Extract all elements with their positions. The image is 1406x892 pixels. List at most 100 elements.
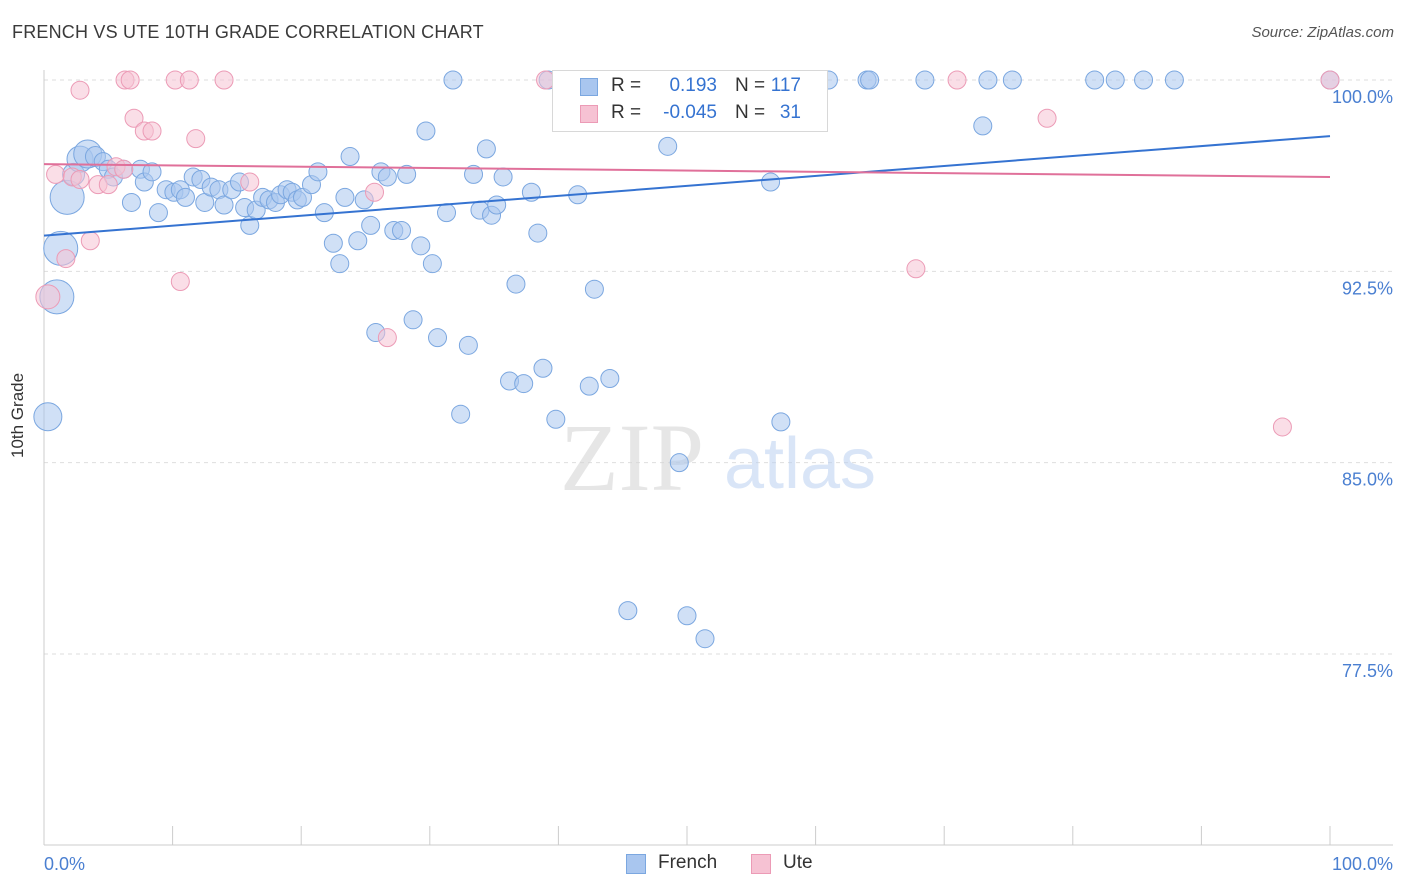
r-value: 0.193 (669, 75, 717, 96)
french-point (669, 453, 689, 473)
french-point (1164, 70, 1184, 90)
axes (43, 70, 1393, 846)
ute-point (70, 169, 90, 189)
x-tick-label-right: 100.0% (1332, 854, 1393, 874)
ute-point (214, 70, 234, 90)
french-point (443, 70, 463, 90)
french-point (1085, 70, 1105, 90)
n-label: N = (735, 102, 766, 123)
r-label: R = (611, 75, 642, 96)
ute-point (377, 328, 397, 348)
ute-point (46, 164, 66, 184)
legend-label-french: French (658, 852, 718, 873)
watermark: ZIP atlas (560, 404, 876, 511)
y-tick-labels: 100.0% 92.5% 85.0% 77.5% (1332, 87, 1393, 681)
french-point (978, 70, 998, 90)
ute-point (906, 259, 926, 279)
trendlines (43, 135, 1331, 237)
french-point (33, 402, 63, 432)
french-point (397, 164, 417, 184)
n-label: N = (735, 75, 766, 96)
french-point (487, 195, 507, 215)
chart-title: FRENCH VS UTE 10TH GRADE CORRELATION CHA… (12, 22, 484, 42)
x-tick-label-left: 0.0% (44, 854, 85, 874)
french-point (428, 328, 448, 348)
ute-point (1320, 70, 1340, 90)
ute-point (365, 182, 385, 202)
ute-point (35, 284, 61, 310)
ute-point (170, 272, 190, 292)
y-tick-label: 100.0% (1332, 87, 1393, 107)
ute-point (179, 70, 199, 90)
r-value: -0.045 (663, 102, 717, 123)
french-point (1105, 70, 1125, 90)
french-point (142, 162, 162, 182)
french-point (422, 254, 442, 274)
legend-label-ute: Ute (783, 852, 813, 873)
french-point (1134, 70, 1154, 90)
french-point (335, 187, 355, 207)
ute-point (114, 159, 134, 179)
ute-swatch (580, 105, 598, 123)
ute-point (80, 231, 100, 251)
french-point (464, 164, 484, 184)
stats-row-french: R = 0.193 N = 117 (553, 73, 827, 101)
french-point (348, 231, 368, 251)
y-tick-label: 92.5% (1342, 278, 1393, 298)
french-point (579, 376, 599, 396)
french-point (214, 195, 234, 215)
ute-points (35, 70, 1340, 437)
french-point (761, 172, 781, 192)
french-point (175, 187, 195, 207)
french-point (973, 116, 993, 136)
french-point (514, 374, 534, 394)
ute-point (947, 70, 967, 90)
french-point (600, 368, 620, 388)
ute-point (56, 249, 76, 269)
french-point (695, 629, 715, 649)
ute-point (124, 108, 144, 128)
french-point (411, 236, 431, 256)
r-label: R = (611, 102, 642, 123)
ute-point (70, 80, 90, 100)
french-point (677, 606, 697, 626)
source-label: Source: ZipAtlas.com (1251, 24, 1394, 41)
french-point (618, 601, 638, 621)
ute-point (1272, 417, 1292, 437)
ute-point (240, 172, 260, 192)
ute-trendline (43, 163, 1331, 178)
french-point (493, 167, 513, 187)
y-tick-label: 77.5% (1342, 661, 1393, 681)
stats-legend: R = 0.193 N = 117 R = -0.045 N = 31 (552, 70, 828, 132)
french-point (546, 409, 566, 429)
n-value: 117 (770, 75, 801, 96)
french-point (437, 203, 457, 223)
french-point (392, 221, 412, 241)
french-point (528, 223, 548, 243)
ute-legend-swatch (751, 854, 771, 874)
y-tick-label: 85.0% (1342, 470, 1393, 490)
french-point (915, 70, 935, 90)
french-point (403, 310, 423, 330)
french-point (860, 70, 880, 90)
french-point (330, 254, 350, 274)
ute-point (98, 175, 118, 195)
french-points (33, 70, 1340, 649)
ute-point (142, 121, 162, 141)
french-point (584, 279, 604, 299)
french-point (308, 162, 328, 182)
french-point (416, 121, 436, 141)
french-point (476, 139, 496, 159)
french-point (658, 136, 678, 156)
french-trendline (43, 135, 1331, 237)
french-point (340, 147, 360, 167)
french-swatch (580, 78, 598, 96)
french-point (377, 167, 397, 187)
french-point (458, 335, 478, 355)
n-value: 31 (779, 102, 801, 123)
ute-point (186, 129, 206, 149)
french-point (451, 404, 471, 424)
stats-row-ute: R = -0.045 N = 31 (553, 100, 827, 128)
french-point (121, 192, 141, 212)
french-point (506, 274, 526, 294)
